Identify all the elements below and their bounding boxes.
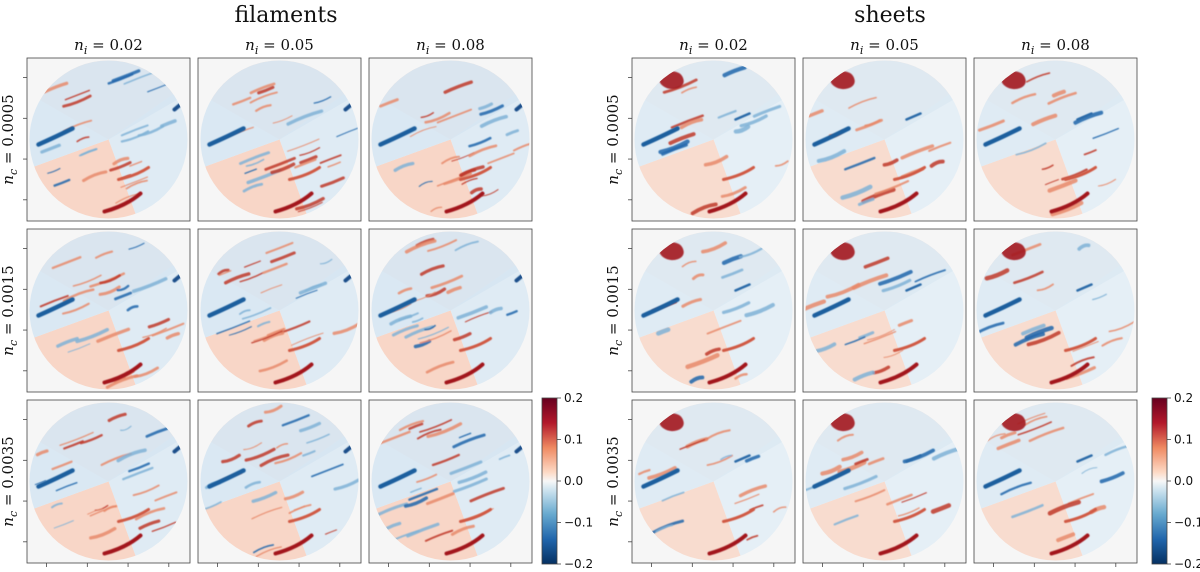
row-label-1: nc = 0.0015 <box>0 265 20 355</box>
colorbar-tick-1: 0.1 <box>1174 433 1193 447</box>
cell-0-2-2 <box>368 399 533 567</box>
svg-text:ni = 0.02: ni = 0.02 <box>74 36 143 57</box>
row-label-1: nc = 0.0015 <box>604 265 625 355</box>
colorbar-tick-2: 0.0 <box>564 474 583 488</box>
svg-text:nc = 0.0005: nc = 0.0005 <box>604 94 625 184</box>
row-label-0: nc = 0.0005 <box>0 94 20 184</box>
right-panel-title: sheets <box>854 3 926 28</box>
cell-0-1-2 <box>368 228 533 393</box>
colorbar-tick-3: −0.1 <box>1174 516 1200 530</box>
cell-1-1-2 <box>973 228 1138 393</box>
cell-1-2-0 <box>628 399 796 567</box>
svg-text:ni = 0.02: ni = 0.02 <box>679 36 748 57</box>
cell-0-0-1 <box>197 57 362 222</box>
cell-0-1-1 <box>197 228 362 393</box>
column-label-1: ni = 0.05 <box>245 36 314 57</box>
cell-1-2-1 <box>802 399 967 567</box>
colorbar-tick-1: 0.1 <box>564 433 583 447</box>
row-label-0: nc = 0.0005 <box>604 94 625 184</box>
svg-text:nc = 0.0015: nc = 0.0015 <box>0 265 20 355</box>
cell-0-2-0 <box>23 399 191 567</box>
svg-text:nc = 0.0015: nc = 0.0015 <box>604 265 625 355</box>
colorbar-tick-4: −0.2 <box>1174 557 1200 571</box>
left-panel-title: filaments <box>234 3 337 28</box>
cell-1-1-0 <box>628 228 796 393</box>
cell-1-1-1 <box>802 228 967 393</box>
colorbar-tick-2: 0.0 <box>1174 474 1193 488</box>
column-label-2: ni = 0.08 <box>1021 36 1090 57</box>
cell-0-0-2 <box>368 57 533 222</box>
column-label-1: ni = 0.05 <box>850 36 919 57</box>
colorbar-tick-0: 0.2 <box>1174 391 1193 405</box>
svg-text:ni = 0.05: ni = 0.05 <box>245 36 314 57</box>
panel-filaments: ni = 0.02 ni = 0.05 ni = 0.08 nc = 0.0005 nc… <box>0 36 593 571</box>
panel-sheets: ni = 0.02 ni = 0.05 ni = 0.08 nc = 0.0005 nc… <box>604 36 1200 571</box>
cell-1-0-0 <box>628 57 796 222</box>
svg-text:ni = 0.05: ni = 0.05 <box>850 36 919 57</box>
svg-text:ni = 0.08: ni = 0.08 <box>416 36 485 57</box>
cell-1-0-2 <box>973 57 1138 222</box>
colorbar-tick-4: −0.2 <box>564 557 593 571</box>
cell-1-0-1 <box>802 57 967 222</box>
cell-0-0-0 <box>23 57 191 222</box>
cell-0-2-1 <box>197 399 362 567</box>
colorbar-tick-0: 0.2 <box>564 391 583 405</box>
column-label-2: ni = 0.08 <box>416 36 485 57</box>
svg-text:nc = 0.0005: nc = 0.0005 <box>0 94 20 184</box>
cell-1-2-2 <box>973 399 1138 567</box>
svg-text:nc = 0.0035: nc = 0.0035 <box>0 436 20 526</box>
row-label-2: nc = 0.0035 <box>0 436 20 526</box>
colorbar-1: 0.2 0.1 0.0 −0.1 −0.2 <box>1151 391 1200 571</box>
cell-0-1-0 <box>23 228 191 393</box>
column-label-0: ni = 0.02 <box>679 36 748 57</box>
column-label-0: ni = 0.02 <box>74 36 143 57</box>
colorbar-0: 0.2 0.1 0.0 −0.1 −0.2 <box>541 391 593 571</box>
svg-text:nc = 0.0035: nc = 0.0035 <box>604 436 625 526</box>
svg-text:ni = 0.08: ni = 0.08 <box>1021 36 1090 57</box>
row-label-2: nc = 0.0035 <box>604 436 625 526</box>
colorbar-tick-3: −0.1 <box>564 516 593 530</box>
